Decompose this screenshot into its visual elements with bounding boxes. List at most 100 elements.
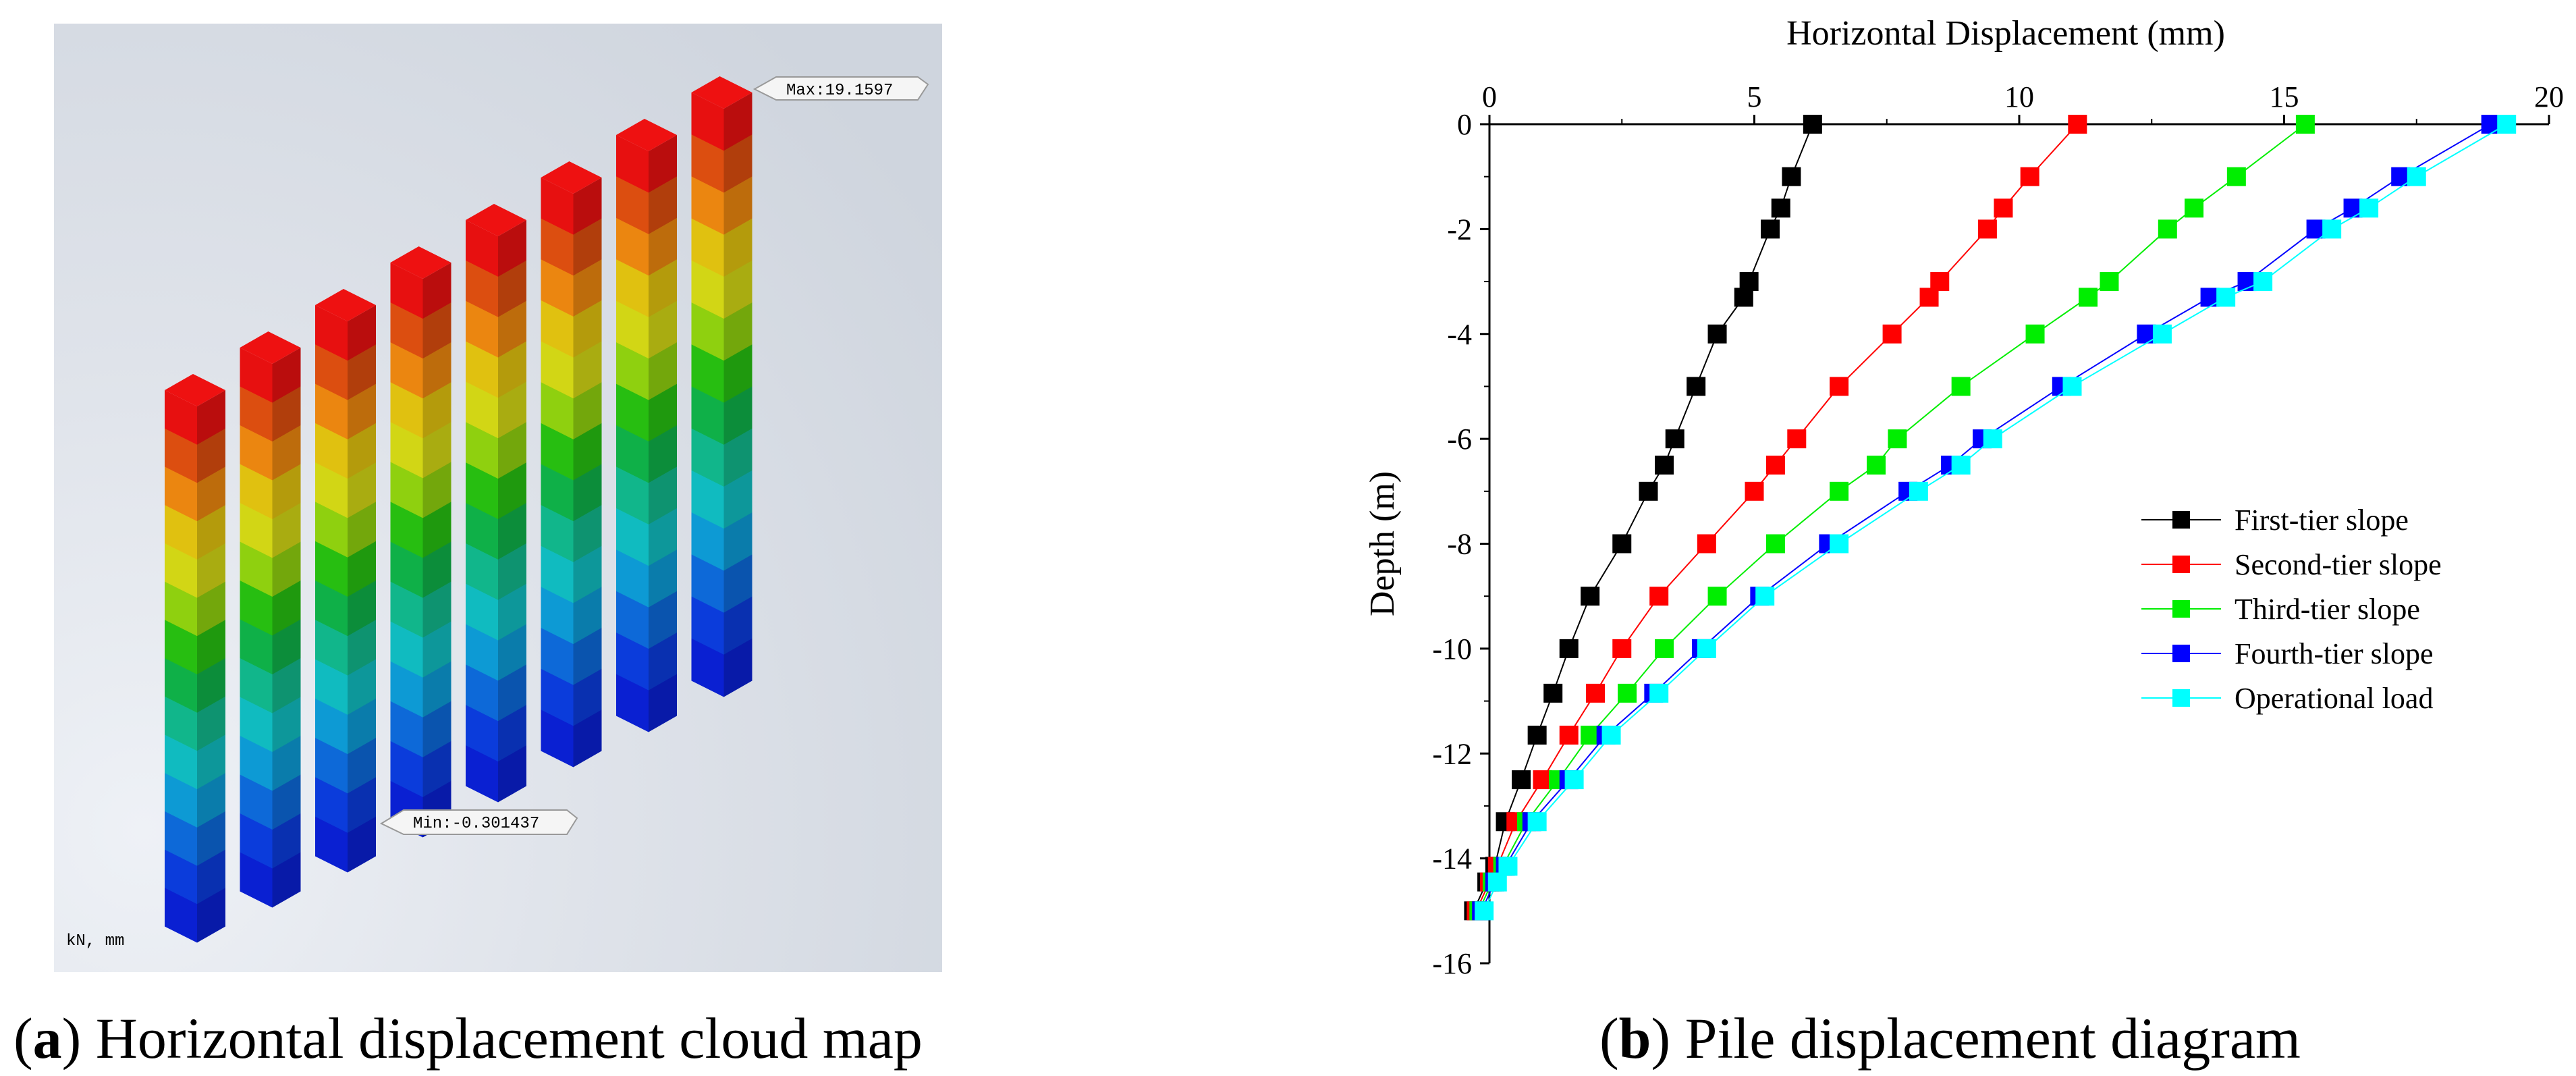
pile-segment-left [616,549,649,608]
pile-segment-right [348,383,376,440]
pile-segment-left [165,849,197,905]
pile-segment-right [272,774,301,830]
pile-segment-right [723,260,752,319]
data-point [1655,455,1674,475]
pile-segment-right [498,300,526,358]
y-tick-label: -16 [1432,947,1472,980]
pile-segment-right [197,849,225,905]
pile-segment-left [390,701,423,758]
min-label-text: Min:-0.301437 [413,815,539,833]
pile-segment-left [616,383,649,442]
data-point [1581,587,1600,606]
pile-segment-right [649,300,677,359]
pile-segment-left [466,624,498,681]
caption-a-text: Horizontal displacement cloud map [81,1006,923,1071]
data-point [1687,377,1706,396]
pile-segment-right [422,701,451,758]
data-point [1543,683,1563,703]
data-point [1787,429,1807,449]
caption-b-text: Pile displacement diagram [1670,1006,2301,1071]
y-tick-label: -10 [1432,633,1472,666]
pile-segment-right [649,383,677,442]
x-tick-label: 20 [2534,80,2564,113]
pile-segment-left [240,581,273,636]
pile-segment-left [691,176,724,236]
pile-segment-left [240,852,273,908]
data-point [1882,324,1902,344]
pile-segment-left [165,428,197,483]
pile-segment-right [498,664,526,722]
data-point [1601,726,1621,745]
pile-top-face [390,246,451,279]
data-point [2079,288,2098,307]
pile-segment-right [649,549,677,608]
data-point [1909,481,1928,501]
pile-segment-left [691,344,724,403]
pile-segment-left [616,425,649,483]
data-point [2185,198,2204,218]
pile-column [390,246,451,838]
pile-segment-right [197,390,225,446]
y-tick-label: -4 [1447,318,1472,351]
pile-segment-right [498,745,526,803]
data-point [1533,770,1552,790]
legend-item: Operational load [2141,682,2433,715]
pile-segment-left [165,658,197,714]
pile-segment-left [390,741,423,798]
data-point [2025,324,2045,344]
series-group [1475,115,2517,921]
data-point [1564,770,1584,790]
series-layer [1464,115,2517,921]
data-point [1951,377,1971,396]
pile-segment-right [197,543,225,599]
pile-segment-right [649,342,677,401]
pile-segment-left [165,620,197,675]
pile-segment-right [723,554,752,614]
data-point [2407,167,2426,186]
data-point [2306,219,2326,239]
pile-segment-left [691,554,724,614]
series-group [1464,115,1822,921]
pile-segment-left [165,734,197,790]
pile-segment-right [498,624,526,681]
data-point [1755,587,1775,606]
legend-label: First-tier slope [2235,504,2409,537]
pile-segment-left [390,502,423,558]
pile-segment-right [649,217,677,276]
series-line [1475,124,2079,911]
pile-segment-right [197,620,225,675]
pile-segment-right [422,502,451,558]
pile-segment-right [573,709,602,768]
pile-segment-right [649,591,677,649]
pile-segment-right [573,545,602,603]
pile-segment-right [649,176,677,235]
data-point [1761,219,1780,239]
pile-segment-left [390,422,423,479]
data-point [2343,198,2363,218]
pile-segment-right [573,464,602,522]
pile-top-face [691,76,752,109]
pile-column [165,374,225,943]
pile-segment-left [165,811,197,867]
data-point [1655,639,1674,658]
data-point [1830,377,1849,396]
pile-segment-right [348,423,376,479]
displacement-cloud-map: Max:19.1597 Min:-0.301437 kN, mm [54,24,942,972]
pile-segment-left [541,505,574,563]
legend-marker [2172,645,2190,662]
pile-segment-left [315,305,348,361]
pile-segment-right [498,462,526,520]
data-point [1649,683,1669,703]
data-point [2100,272,2119,292]
pile-segment-left [390,621,423,678]
pile-segment-left [315,502,348,558]
pile-segment-left [541,464,574,522]
pile-segment-right [723,134,752,193]
data-point [2062,377,2082,396]
pile-segment-right [723,176,752,236]
pile-segment-left [240,736,273,791]
pile-segment-right [498,583,526,641]
data-point [1830,481,1849,501]
pile-segment-right [272,464,301,520]
legend-marker [2172,556,2190,573]
